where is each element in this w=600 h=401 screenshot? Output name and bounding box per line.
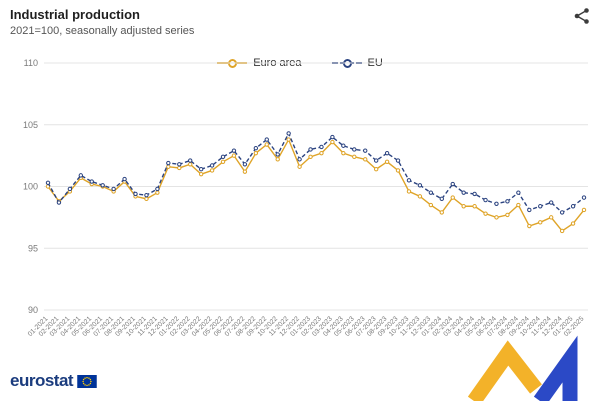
svg-text:105: 105 xyxy=(23,120,38,130)
svg-text:95: 95 xyxy=(28,243,38,253)
eu-flag-icon xyxy=(77,374,97,388)
svg-text:100: 100 xyxy=(23,182,38,192)
share-icon-glyph xyxy=(574,8,589,24)
chart-canvas: 909510010511001-202102-202103-202104-202… xyxy=(23,58,588,338)
share-icon[interactable] xyxy=(573,7,591,25)
page-title: Industrial production xyxy=(10,7,140,22)
svg-text:110: 110 xyxy=(24,58,38,68)
chart-subtitle: 2021=100, seasonally adjusted series xyxy=(10,25,195,37)
eurostat-logo-text: eurostat xyxy=(10,371,74,390)
decorative-ribbon xyxy=(468,335,578,401)
decor-yellow-ribbon xyxy=(468,340,542,401)
decor-blue-ribbon xyxy=(533,335,578,401)
eurostat-logo[interactable]: eurostat xyxy=(10,371,97,391)
svg-text:90: 90 xyxy=(28,305,38,315)
